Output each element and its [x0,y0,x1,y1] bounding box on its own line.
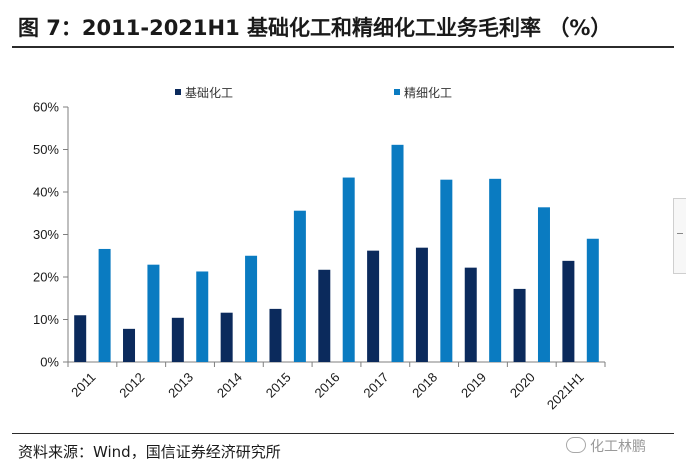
bar-basic-chem [74,315,87,362]
legend-swatch [394,89,400,95]
bar-fine-chem [293,210,306,362]
x-tick-label: 2018 [409,370,440,401]
title-rule [12,46,674,48]
bar-basic-chem [415,247,428,362]
bar-fine-chem [98,248,111,362]
watermark: 化工林鹏 [566,436,646,456]
bar-basic-chem [367,250,380,362]
x-tick-label: 2020 [507,370,538,401]
x-tick-label: 2012 [116,370,147,401]
bar-basic-chem [220,312,233,362]
bar-fine-chem [147,264,160,362]
bar-fine-chem [586,238,599,362]
x-tick-label: 2016 [312,370,343,401]
y-tick-label: 10% [33,312,59,327]
y-tick-label: 50% [33,142,59,157]
wechat-icon [566,437,586,453]
x-tick-label: 2015 [263,370,294,401]
y-tick-label: 40% [33,185,59,200]
x-tick-label: 2011 [68,370,98,400]
x-tick-label: 2019 [458,370,489,401]
x-tick-label: 2013 [165,370,196,401]
y-tick-label: 30% [33,227,59,242]
chart-title: 图 7：2011-2021H1 基础化工和精细化工业务毛利率 （%） [18,16,612,40]
bar-fine-chem [391,144,404,362]
legend-label: 基础化工 [185,86,233,100]
watermark-text: 化工林鹏 [590,439,646,455]
x-tick-label: 2014 [214,370,245,401]
y-tick-label: 20% [33,270,59,285]
bar-fine-chem [196,271,209,362]
bar-fine-chem [440,179,453,362]
bar-basic-chem [269,308,282,363]
collapse-handle-icon[interactable] [673,198,686,274]
footer-rule [12,433,674,434]
y-tick-label: 0% [40,355,59,370]
x-tick-label: 2021H1 [544,370,587,413]
bar-fine-chem [342,177,355,362]
y-tick-label: 60% [33,100,59,115]
bar-basic-chem [562,260,575,362]
bar-basic-chem [464,267,477,362]
bar-basic-chem [318,269,331,362]
bar-basic-chem [171,317,184,362]
source-note: 资料来源：Wind，国信证券经济研究所 [18,443,281,461]
bar-basic-chem [123,328,136,362]
bar-basic-chem [513,288,526,362]
legend-swatch [175,89,181,95]
bar-fine-chem [245,255,258,362]
bar-fine-chem [489,178,502,362]
bar-fine-chem [537,207,550,362]
legend: 基础化工 精细化工 [175,86,452,100]
tick-label-layer: 0% 10% 20% 30% 40% 50% 60% 2011 2012 2013 2014 2015… [33,100,587,413]
bars-layer [74,144,599,363]
legend-label: 精细化工 [404,86,452,100]
x-tick-label: 2017 [360,370,391,401]
